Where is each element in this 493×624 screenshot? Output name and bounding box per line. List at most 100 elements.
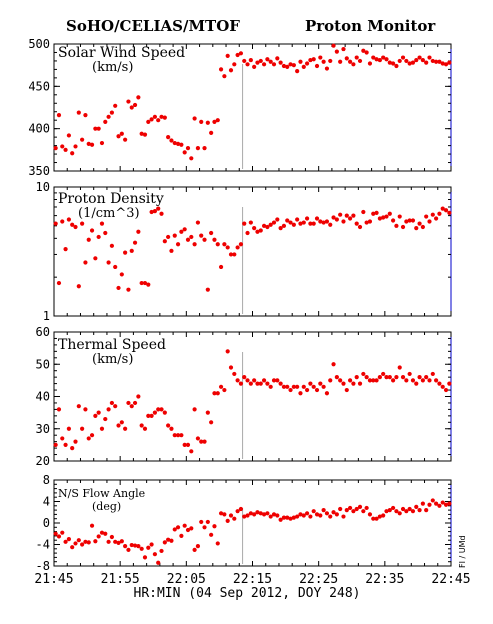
data-point xyxy=(271,512,277,517)
data-point xyxy=(235,245,240,250)
data-point xyxy=(351,381,356,386)
data-point xyxy=(76,284,81,289)
data-point xyxy=(70,545,75,550)
data-point xyxy=(215,391,220,396)
data-point xyxy=(156,118,161,123)
data-point xyxy=(265,224,270,230)
data-point xyxy=(334,217,339,222)
data-point xyxy=(414,504,419,509)
data-point xyxy=(172,140,177,146)
data-point xyxy=(275,217,280,222)
data-point xyxy=(248,511,253,516)
data-point xyxy=(169,248,174,253)
data-point xyxy=(106,260,111,265)
data-point xyxy=(238,51,244,56)
data-point xyxy=(261,62,267,67)
data-point xyxy=(414,381,419,386)
data-point xyxy=(331,215,336,220)
data-point xyxy=(232,252,237,257)
data-point xyxy=(258,228,263,233)
y-tick-label: 8 xyxy=(43,473,50,487)
data-point xyxy=(430,371,435,377)
data-point xyxy=(298,512,303,517)
data-point xyxy=(225,245,230,250)
data-point xyxy=(328,222,333,227)
data-point xyxy=(159,211,164,216)
data-point xyxy=(119,272,124,277)
data-point xyxy=(89,523,95,528)
data-point xyxy=(434,378,439,383)
data-point xyxy=(56,407,62,412)
data-point xyxy=(338,212,343,217)
data-point xyxy=(205,410,210,415)
data-point xyxy=(258,381,263,386)
data-point xyxy=(195,544,201,549)
data-point xyxy=(212,119,217,124)
data-point xyxy=(136,544,141,549)
data-point xyxy=(179,142,184,147)
data-point xyxy=(414,226,419,231)
data-point xyxy=(116,423,121,428)
data-point xyxy=(410,378,416,383)
data-point xyxy=(159,548,164,554)
data-point xyxy=(344,213,349,218)
data-point xyxy=(407,218,412,223)
data-point xyxy=(169,138,174,143)
y-tick-label: 60 xyxy=(36,325,50,339)
data-point xyxy=(424,375,429,380)
data-point xyxy=(400,55,406,60)
data-point xyxy=(295,217,300,222)
data-point xyxy=(434,59,439,64)
data-point xyxy=(252,64,257,69)
data-point xyxy=(232,516,237,521)
data-point xyxy=(268,59,273,64)
data-point xyxy=(195,220,201,225)
panel-title: N/S Flow Angle xyxy=(58,487,145,500)
data-point xyxy=(275,513,280,518)
data-point xyxy=(324,391,330,396)
data-point xyxy=(394,375,399,380)
data-point xyxy=(354,375,359,380)
data-point xyxy=(103,119,108,124)
data-point xyxy=(228,365,234,370)
data-point xyxy=(248,57,253,63)
data-point xyxy=(93,539,98,544)
data-point xyxy=(308,381,313,386)
data-point xyxy=(384,214,389,219)
y-tick-label: 400 xyxy=(28,122,50,136)
data-point xyxy=(361,48,366,53)
data-point xyxy=(63,539,68,544)
data-point xyxy=(199,119,204,124)
data-point xyxy=(427,502,432,507)
data-point xyxy=(182,523,187,528)
data-point xyxy=(175,141,181,147)
data-point xyxy=(261,512,267,517)
data-point xyxy=(185,146,191,151)
data-point xyxy=(318,513,323,518)
data-point xyxy=(314,216,320,221)
data-point xyxy=(288,220,293,225)
y-tick-label: 20 xyxy=(36,454,50,468)
data-point xyxy=(338,506,343,512)
data-point xyxy=(271,62,277,67)
data-point xyxy=(53,221,58,226)
data-point xyxy=(212,391,217,396)
data-point xyxy=(265,57,270,62)
data-point xyxy=(377,216,382,221)
data-point xyxy=(288,387,293,393)
data-point xyxy=(146,282,151,287)
data-point xyxy=(381,371,386,377)
data-point xyxy=(394,63,399,69)
data-point xyxy=(255,229,260,234)
data-point xyxy=(341,46,346,52)
data-point xyxy=(202,525,207,530)
data-point xyxy=(76,404,81,409)
data-point xyxy=(172,233,177,238)
data-point xyxy=(205,287,210,292)
data-point xyxy=(443,502,449,507)
x-tick-label: 22:45 xyxy=(431,572,470,587)
data-point xyxy=(295,68,300,74)
y-tick-label: 10 xyxy=(36,180,50,194)
data-point xyxy=(285,515,290,520)
data-point xyxy=(162,115,167,120)
